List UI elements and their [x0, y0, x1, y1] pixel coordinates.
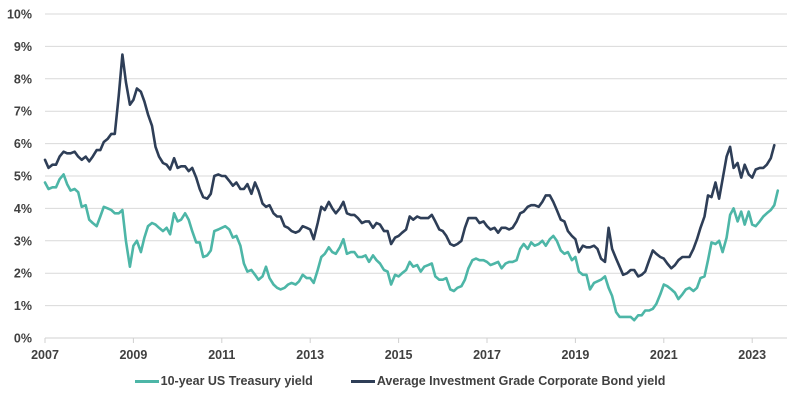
- y-tick-label: 0%: [14, 332, 32, 346]
- legend-item-corporate: Average Investment Grade Corporate Bond …: [350, 374, 666, 388]
- x-tick-label: 2023: [738, 348, 766, 362]
- x-tick-label: 2009: [119, 348, 147, 362]
- legend-label-treasury: 10-year US Treasury yield: [160, 374, 313, 388]
- x-tick-label: 2015: [385, 348, 413, 362]
- y-tick-label: 10%: [7, 8, 32, 22]
- y-tick-label: 7%: [14, 105, 32, 119]
- x-tick-label: 2013: [296, 348, 324, 362]
- y-tick-label: 3%: [14, 234, 32, 248]
- legend-swatch-treasury: [134, 379, 159, 383]
- legend-swatch-corporate: [350, 379, 375, 383]
- x-axis: 2007 2009 2011 2013 2015 2017 2019 2021 2023: [31, 338, 766, 362]
- x-tick-label: 2021: [650, 348, 678, 362]
- y-tick-label: 9%: [14, 40, 32, 54]
- series-line-corporate: [43, 53, 776, 278]
- x-tick-label: 2011: [208, 348, 235, 362]
- x-tick-label: 2019: [561, 348, 589, 362]
- y-tick-label: 1%: [14, 299, 32, 313]
- y-tick-label: 2%: [14, 267, 32, 281]
- series-line-treasury: [43, 173, 780, 322]
- legend: 10-year US Treasury yield Average Invest…: [0, 374, 800, 388]
- y-axis-tick-labels: 0% 1% 2% 3% 4% 5% 6% 7% 8% 9% 10%: [7, 8, 32, 346]
- y-tick-label: 5%: [14, 170, 32, 184]
- y-tick-label: 8%: [14, 72, 32, 86]
- gridlines: [45, 13, 787, 339]
- x-tick-label: 2017: [473, 348, 501, 362]
- y-tick-label: 4%: [14, 202, 32, 216]
- legend-label-corporate: Average Investment Grade Corporate Bond …: [376, 374, 666, 388]
- x-tick-label: 2007: [31, 348, 59, 362]
- legend-item-treasury: 10-year US Treasury yield: [134, 374, 313, 388]
- y-tick-label: 6%: [14, 137, 32, 151]
- series-lines: [43, 53, 780, 322]
